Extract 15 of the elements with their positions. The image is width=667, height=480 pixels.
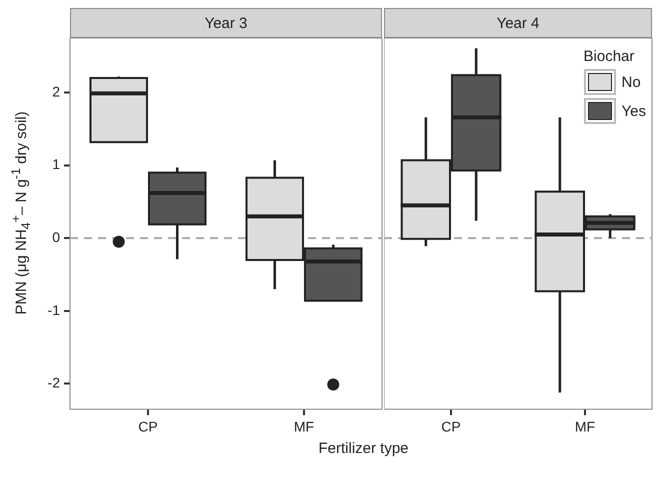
y-tick-label: 1 [52,156,60,172]
chart-title: Year 3 [70,8,382,38]
legend-label: Yes [622,102,646,120]
x-tick-label: CP [138,418,158,434]
x-tick-label: CP [441,418,461,434]
y-tick-label: -2 [48,374,60,391]
x-tick-label: MF [294,418,314,434]
chart-title: Year 4 [384,8,652,38]
legend-label: No [622,74,641,90]
y-tick-label: -1 [48,302,60,318]
legend-title: Biochar [584,48,636,65]
y-tick-label: 2 [52,83,60,100]
x-axis-title: Fertilizer type [317,440,410,457]
x-tick-label: MF [574,418,596,434]
y-tick-label: 0 [52,229,60,246]
